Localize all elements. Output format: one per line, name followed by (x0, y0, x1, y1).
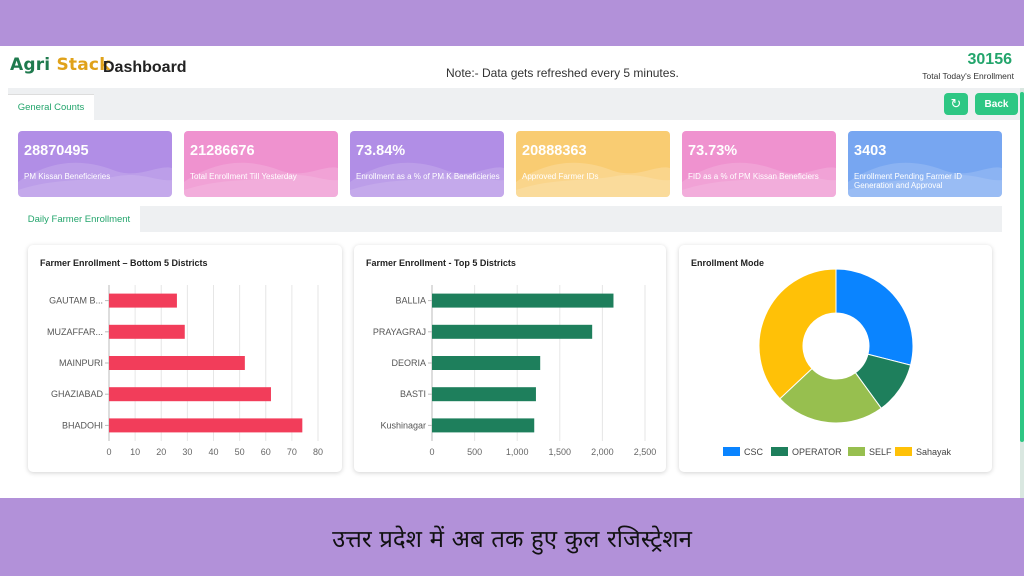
tab-daily-farmer-enrollment[interactable]: Daily Farmer Enrollment (18, 206, 140, 232)
refresh-note: Note:- Data gets refreshed every 5 minut… (446, 66, 679, 80)
bar (432, 356, 541, 370)
total-today-enrollment-value: 30156 (967, 51, 1013, 68)
logo-text-stack: Stack (56, 55, 111, 75)
scrollbar-thumb[interactable] (1020, 92, 1024, 442)
card-wave-decoration (18, 162, 172, 197)
card-value: 28870495 (24, 143, 89, 159)
x-tick-label: 1,000 (506, 447, 529, 457)
daily-tab-bar (18, 206, 1002, 232)
x-tick-label: 0 (429, 447, 434, 457)
card-wave-decoration (184, 162, 338, 197)
tab-general-counts[interactable]: General Counts (8, 94, 94, 120)
card-wave-decoration (848, 162, 1002, 197)
y-tick-label: BHADOHI (62, 420, 103, 430)
back-button[interactable]: Back (975, 93, 1018, 115)
bar (109, 324, 185, 339)
y-tick-label: DEORIA (391, 358, 426, 368)
bar (432, 293, 614, 308)
x-tick-label: 2,000 (591, 447, 614, 457)
x-tick-label: 60 (261, 447, 271, 457)
bar (432, 387, 536, 402)
legend-label: Sahayak (916, 447, 952, 457)
chart-card-bottom-districts: Farmer Enrollment – Bottom 5 Districts 0… (28, 245, 342, 472)
bottom-districts-chart: 0 10 20 30 40 50 60 70 80 GAUTAM B... MUZAFFAR... M… (47, 285, 323, 457)
y-tick-label: PRAYAGRAJ (373, 327, 426, 337)
x-tick-label: 1,500 (549, 447, 572, 457)
enrollment-mode-chart: CSC OPERATOR SELF Sahayak (723, 268, 952, 457)
card-label: PM Kissan Beneficieries (24, 172, 111, 181)
x-tick-label: 30 (182, 447, 192, 457)
y-tick-label: GHAZIABAD (51, 389, 104, 399)
bar (432, 324, 593, 339)
card-label: Approved Farmer IDs (522, 172, 599, 181)
bar (109, 356, 245, 370)
bar (109, 387, 271, 402)
hindi-caption: उत्तर प्रदेश में अब तक हुए कुल रजिस्ट्रे… (332, 524, 692, 553)
legend-swatch (895, 447, 912, 456)
card-label: Enrollment as a % of PM K Beneficieries (356, 172, 500, 181)
y-tick-label: BALLIA (395, 296, 426, 306)
y-tick-label: MUZAFFAR... (47, 327, 103, 337)
x-tick-label: 0 (106, 447, 111, 457)
total-today-enrollment-label: Total Today's Enrollment (922, 71, 1014, 81)
x-tick-label: 50 (235, 447, 245, 457)
bar (109, 418, 303, 433)
app-window: Agri Stack Dashboard Note:- Data gets re… (0, 46, 1024, 498)
y-tick-label: MAINPURI (59, 358, 103, 368)
refresh-button[interactable]: ↻ (944, 93, 968, 115)
donut-slice (758, 268, 837, 400)
top-districts-chart: 0 500 1,000 1,500 2,000 2,500 BALLIA PRAYAGRAJ D… (373, 285, 657, 457)
x-tick-label: 2,500 (634, 447, 657, 457)
logo-text-agri: Agri (10, 55, 51, 75)
chart-title: Farmer Enrollment - Top 5 Districts (366, 258, 516, 268)
card-wave-decoration (516, 162, 670, 197)
chart-title: Farmer Enrollment – Bottom 5 Districts (40, 258, 208, 268)
y-tick-label: BASTI (400, 389, 426, 399)
stat-card-fid-percent: 73.73% FID as a % of PM Kissan Beneficie… (682, 131, 836, 197)
bar (109, 293, 177, 308)
x-tick-label: 20 (156, 447, 166, 457)
chart-card-enrollment-mode: Enrollment Mode CSC OPERATOR SELF Sahayak (679, 245, 992, 472)
card-label: Enrollment Pending Farmer ID Generation … (854, 172, 963, 190)
agristack-logo[interactable]: Agri Stack (10, 55, 111, 75)
refresh-icon: ↻ (950, 96, 962, 111)
legend-swatch (848, 447, 865, 456)
stat-card-enrollment-percent: 73.84% Enrollment as a % of PM K Benefic… (350, 131, 504, 197)
legend-label: OPERATOR (792, 447, 842, 457)
bar (432, 418, 535, 433)
card-label: FID as a % of PM Kissan Beneficiers (688, 172, 819, 181)
legend-label: SELF (869, 447, 892, 457)
stat-card-enrollment-pending: 3403 Enrollment Pending Farmer ID Genera… (848, 131, 1002, 197)
top-band (0, 0, 1024, 46)
stat-card-pm-kissan: 28870495 PM Kissan Beneficieries (18, 131, 172, 197)
card-value: 73.73% (688, 143, 738, 159)
x-tick-label: 40 (208, 447, 218, 457)
card-wave-decoration (682, 162, 836, 197)
y-tick-label: GAUTAM B... (49, 296, 103, 306)
donut-slice (779, 367, 882, 424)
legend-swatch (723, 447, 740, 456)
card-value: 73.84% (356, 143, 406, 159)
card-value: 21286676 (190, 143, 255, 159)
card-label: Total Enrollment Till Yesterday (190, 172, 297, 181)
card-wave-decoration (350, 162, 504, 197)
donut-slice (835, 268, 914, 366)
card-value: 3403 (854, 143, 887, 159)
x-tick-label: 80 (313, 447, 323, 457)
x-tick-label: 500 (467, 447, 482, 457)
card-value: 20888363 (522, 143, 587, 159)
legend-swatch (771, 447, 788, 456)
legend-label: CSC (744, 447, 764, 457)
stat-card-total-enrollment: 21286676 Total Enrollment Till Yesterday (184, 131, 338, 197)
y-tick-label: Kushinagar (380, 420, 426, 430)
chart-title: Enrollment Mode (691, 258, 765, 268)
chart-card-top-districts: Farmer Enrollment - Top 5 Districts 0 500… (354, 245, 666, 472)
main-content: General Counts ↻ Back 28870495 PM Kissan… (8, 88, 1020, 498)
stat-card-approved-farmer-ids: 20888363 Approved Farmer IDs (516, 131, 670, 197)
general-counts-panel: 28870495 PM Kissan Beneficieries 2128667… (8, 120, 1020, 498)
page-title: Dashboard (103, 59, 187, 76)
header: Agri Stack Dashboard Note:- Data gets re… (0, 46, 1024, 88)
x-tick-label: 70 (287, 447, 297, 457)
x-tick-label: 10 (130, 447, 140, 457)
